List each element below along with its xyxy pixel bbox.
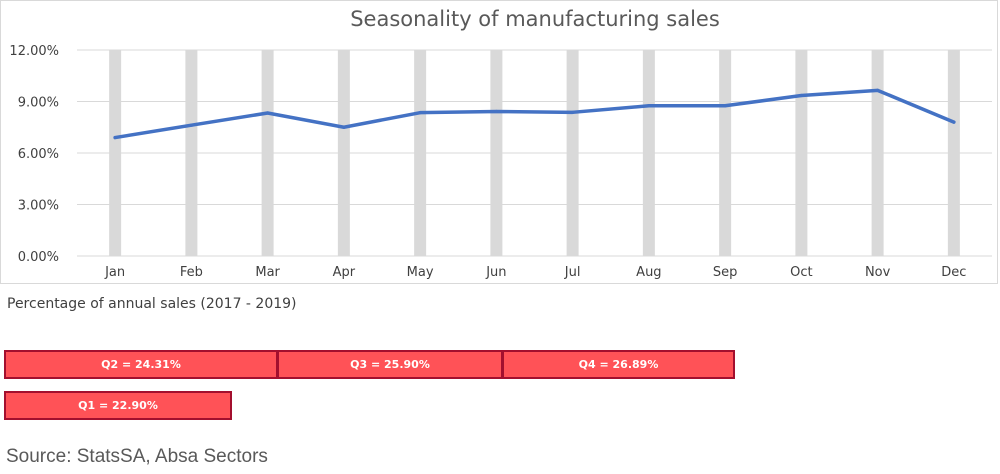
seasonality-chart: Seasonality of manufacturing sales 0.00%… bbox=[9, 7, 992, 280]
chart-subtitle: Percentage of annual sales (2017 - 2019) bbox=[7, 296, 297, 312]
data-point-feb bbox=[189, 123, 193, 127]
column-may bbox=[414, 50, 427, 256]
x-tick-label: Jan bbox=[104, 265, 125, 280]
x-tick-label: Nov bbox=[865, 265, 891, 280]
data-point-apr bbox=[342, 125, 346, 129]
x-tick-label: Sep bbox=[713, 265, 738, 280]
column-dec bbox=[947, 50, 960, 256]
data-point-jun bbox=[494, 109, 498, 114]
x-tick-label: Feb bbox=[180, 265, 203, 280]
data-point-aug bbox=[647, 104, 651, 108]
column-mar bbox=[261, 50, 274, 256]
quarter-bar-q4: Q4 = 26.89% bbox=[502, 350, 735, 379]
x-tick-label: May bbox=[407, 265, 434, 280]
y-tick-label: 3.00% bbox=[18, 199, 59, 214]
data-point-sep bbox=[723, 104, 727, 108]
x-tick-label: Dec bbox=[941, 265, 966, 280]
column-jan bbox=[109, 50, 122, 256]
chart-title: Seasonality of manufacturing sales bbox=[350, 7, 720, 31]
column-nov bbox=[871, 50, 884, 256]
y-tick-label: 6.00% bbox=[18, 147, 59, 162]
column-feb bbox=[185, 50, 198, 256]
column-apr bbox=[337, 50, 350, 256]
x-tick-label: Apr bbox=[333, 265, 356, 280]
column-oct bbox=[795, 50, 808, 256]
column-jun bbox=[490, 50, 503, 256]
chart-frame bbox=[0, 0, 998, 284]
y-tick-label: 9.00% bbox=[18, 96, 59, 111]
y-tick-label: 12.00% bbox=[9, 44, 59, 59]
x-tick-label: Jun bbox=[485, 265, 506, 280]
data-point-may bbox=[418, 111, 422, 115]
data-point-dec bbox=[952, 120, 956, 124]
data-point-mar bbox=[266, 111, 270, 115]
column-sep bbox=[719, 50, 732, 256]
series-line-0 bbox=[113, 88, 956, 140]
data-point-oct bbox=[799, 93, 803, 98]
data-point-jul bbox=[571, 110, 575, 114]
x-tick-label: Aug bbox=[636, 265, 661, 280]
quarter-bar-q2: Q2 = 24.31% bbox=[4, 350, 278, 379]
source-note: Source: StatsSA, Absa Sectors bbox=[6, 446, 268, 467]
data-point-jan bbox=[113, 135, 117, 140]
quarter-bar-q1: Q1 = 22.90% bbox=[4, 391, 232, 420]
quarter-bar-q3: Q3 = 25.90% bbox=[277, 350, 503, 379]
y-tick-label: 0.00% bbox=[18, 250, 59, 265]
x-tick-label: Mar bbox=[255, 265, 280, 280]
x-tick-label: Oct bbox=[790, 265, 812, 280]
data-point-nov bbox=[876, 88, 880, 92]
column-jul bbox=[566, 50, 579, 256]
x-tick-label: Jul bbox=[564, 265, 581, 280]
column-aug bbox=[642, 50, 655, 256]
